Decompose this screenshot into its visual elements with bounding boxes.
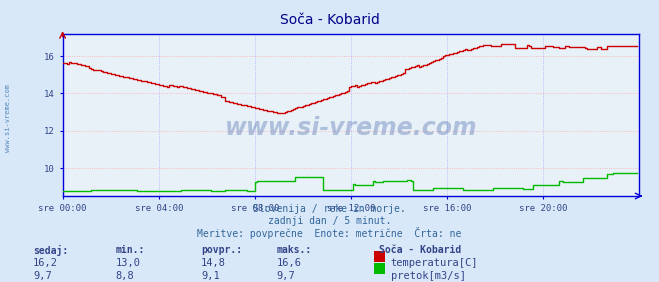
Text: pretok[m3/s]: pretok[m3/s] — [391, 271, 466, 281]
Text: 13,0: 13,0 — [115, 258, 140, 268]
Text: Soča - Kobarid: Soča - Kobarid — [279, 13, 380, 27]
Text: www.si-vreme.com: www.si-vreme.com — [5, 84, 11, 153]
Text: 14,8: 14,8 — [201, 258, 226, 268]
Text: www.si-vreme.com: www.si-vreme.com — [225, 116, 477, 140]
Text: sedaj:: sedaj: — [33, 245, 68, 256]
Text: 16,6: 16,6 — [277, 258, 302, 268]
Text: zadnji dan / 5 minut.: zadnji dan / 5 minut. — [268, 216, 391, 226]
Text: 9,7: 9,7 — [277, 271, 295, 281]
Text: temperatura[C]: temperatura[C] — [391, 258, 478, 268]
Text: 9,7: 9,7 — [33, 271, 51, 281]
Text: povpr.:: povpr.: — [201, 245, 242, 255]
Text: min.:: min.: — [115, 245, 145, 255]
Text: 9,1: 9,1 — [201, 271, 219, 281]
Text: Meritve: povprečne  Enote: metrične  Črta: ne: Meritve: povprečne Enote: metrične Črta:… — [197, 227, 462, 239]
Text: 8,8: 8,8 — [115, 271, 134, 281]
Text: Slovenija / reke in morje.: Slovenija / reke in morje. — [253, 204, 406, 214]
Text: maks.:: maks.: — [277, 245, 312, 255]
Text: 16,2: 16,2 — [33, 258, 58, 268]
Text: Soča - Kobarid: Soča - Kobarid — [379, 245, 461, 255]
